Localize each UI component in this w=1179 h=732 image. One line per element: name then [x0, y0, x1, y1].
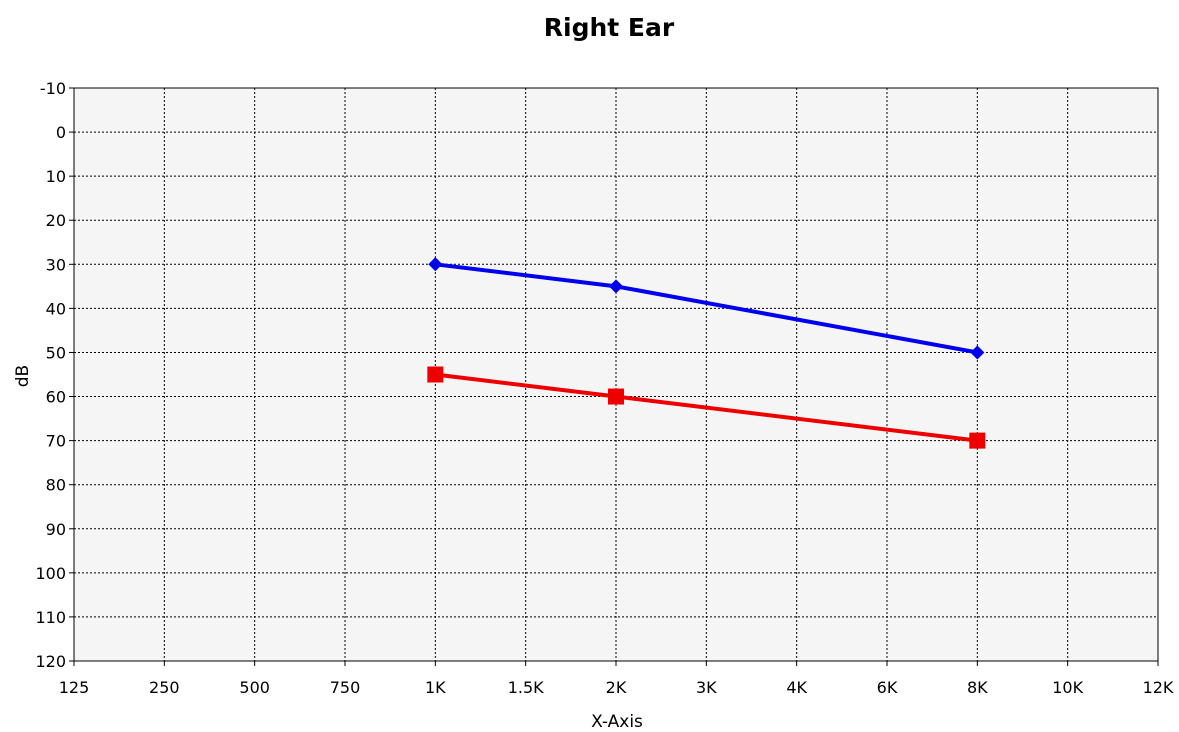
y-tick-label: 100 [35, 564, 66, 583]
y-tick-label: 30 [46, 255, 66, 274]
x-tick-label: 125 [59, 678, 90, 697]
y-tick-label: 20 [46, 211, 66, 230]
y-tick-label: 0 [56, 123, 66, 142]
x-tick-label: 2K [606, 678, 627, 697]
series-group [427, 257, 986, 449]
y-axis-label: dB [13, 365, 33, 387]
series-1 [428, 257, 985, 360]
x-tick-label: 10K [1052, 678, 1083, 697]
chart-title: Right Ear [544, 13, 675, 42]
x-tick-label: 750 [330, 678, 361, 697]
y-axis: -10 0 10 20 30 40 50 60 70 80 90 100 110 120 [35, 79, 74, 671]
data-point-marker [427, 366, 444, 383]
series-2 [427, 366, 986, 449]
data-point-marker [609, 279, 623, 294]
y-tick-label: 80 [46, 476, 66, 495]
x-tick-label: 1.5K [508, 678, 544, 697]
data-point-marker [969, 432, 986, 449]
data-point-marker [970, 345, 985, 360]
x-axis-label: X-Axis [591, 712, 643, 732]
data-point-marker [608, 388, 624, 405]
y-tick-label: 50 [46, 343, 66, 362]
y-tick-label: 90 [46, 520, 66, 539]
y-tick-label: 120 [35, 652, 66, 671]
x-tick-label: 1K [425, 678, 446, 697]
x-tick-label: 8K [967, 678, 988, 697]
y-tick-label: 110 [35, 608, 66, 627]
x-tick-label: 500 [239, 678, 270, 697]
y-tick-label: -10 [40, 79, 66, 98]
data-point-marker [428, 257, 443, 272]
y-tick-label: 70 [46, 432, 66, 451]
y-tick-label: 10 [46, 167, 66, 186]
x-axis: 125 250 500 750 1K 1.5K 2K 3K 4K 6K 8K 10K 12K [59, 661, 1174, 697]
x-tick-label: 3K [696, 678, 717, 697]
y-tick-label: 60 [46, 388, 66, 407]
x-tick-label: 250 [149, 678, 180, 697]
y-tick-label: 40 [46, 299, 66, 318]
x-tick-label: 12K [1143, 678, 1174, 697]
x-tick-label: 6K [877, 678, 898, 697]
x-tick-label: 4K [786, 678, 807, 697]
